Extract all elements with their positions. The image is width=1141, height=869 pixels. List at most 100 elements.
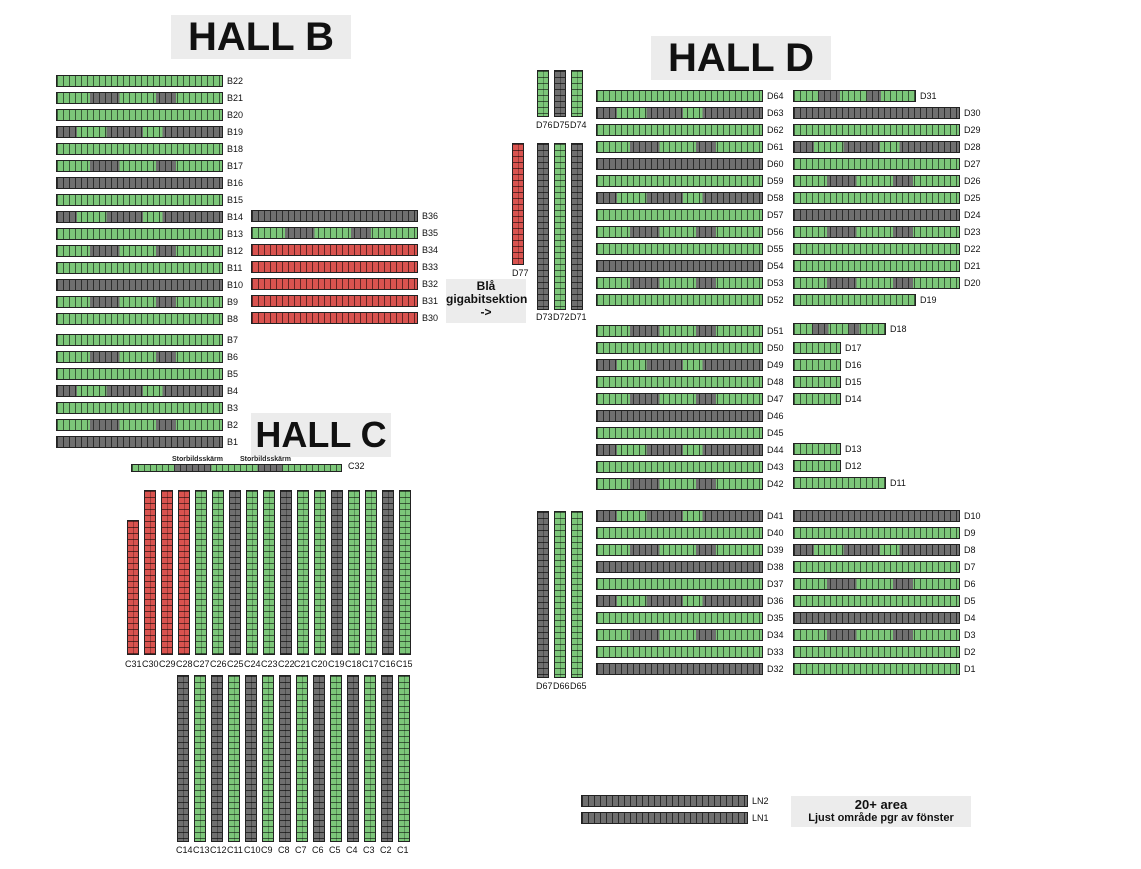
seat-row-d76[interactable] bbox=[537, 70, 549, 117]
seat-row-d39[interactable] bbox=[596, 544, 763, 556]
seat-row-b30[interactable] bbox=[251, 312, 418, 324]
seat-row-d55[interactable] bbox=[596, 243, 763, 255]
seat-row-d43[interactable] bbox=[596, 461, 763, 473]
seat-row-d64[interactable] bbox=[596, 90, 763, 102]
seat-row-d59[interactable] bbox=[596, 175, 763, 187]
seat-row-d51[interactable] bbox=[596, 325, 763, 337]
seat-row-d1[interactable] bbox=[793, 663, 960, 675]
seat-row-d29[interactable] bbox=[793, 124, 960, 136]
seat-row-c6[interactable] bbox=[313, 675, 325, 842]
seat-row-d49[interactable] bbox=[596, 359, 763, 371]
seat-row-d38[interactable] bbox=[596, 561, 763, 573]
seat-row-d75[interactable] bbox=[554, 70, 566, 117]
seat-row-c1[interactable] bbox=[398, 675, 410, 842]
seat-row-d20[interactable] bbox=[793, 277, 960, 289]
seat-row-b22[interactable] bbox=[56, 75, 223, 87]
seat-row-d26[interactable] bbox=[793, 175, 960, 187]
seat-row-c3[interactable] bbox=[364, 675, 376, 842]
seat-row-d15[interactable] bbox=[793, 376, 841, 388]
seat-row-c28[interactable] bbox=[178, 490, 190, 655]
seat-row-d65[interactable] bbox=[571, 511, 583, 678]
seat-row-d42[interactable] bbox=[596, 478, 763, 490]
seat-row-b1[interactable] bbox=[56, 436, 223, 448]
seat-row-c8[interactable] bbox=[279, 675, 291, 842]
seat-row-c11[interactable] bbox=[228, 675, 240, 842]
seat-row-b21[interactable] bbox=[56, 92, 223, 104]
seat-row-d7[interactable] bbox=[793, 561, 960, 573]
seat-row-b16[interactable] bbox=[56, 177, 223, 189]
seat-row-d18[interactable] bbox=[793, 323, 886, 335]
seat-row-c4[interactable] bbox=[347, 675, 359, 842]
seat-row-c21[interactable] bbox=[297, 490, 309, 655]
seat-row-d56[interactable] bbox=[596, 226, 763, 238]
seat-row-d5[interactable] bbox=[793, 595, 960, 607]
seat-row-c32[interactable] bbox=[131, 464, 342, 472]
seat-row-d61[interactable] bbox=[596, 141, 763, 153]
seat-row-d54[interactable] bbox=[596, 260, 763, 272]
seat-row-b8[interactable] bbox=[56, 313, 223, 325]
seat-row-d45[interactable] bbox=[596, 427, 763, 439]
seat-row-d35[interactable] bbox=[596, 612, 763, 624]
seat-row-d23[interactable] bbox=[793, 226, 960, 238]
seat-row-d21[interactable] bbox=[793, 260, 960, 272]
seat-row-d34[interactable] bbox=[596, 629, 763, 641]
seat-row-b5[interactable] bbox=[56, 368, 223, 380]
seat-row-d28[interactable] bbox=[793, 141, 960, 153]
seat-row-d9[interactable] bbox=[793, 527, 960, 539]
seat-row-d11[interactable] bbox=[793, 477, 886, 489]
seat-row-b19[interactable] bbox=[56, 126, 223, 138]
seat-row-d74[interactable] bbox=[571, 70, 583, 117]
seat-row-b17[interactable] bbox=[56, 160, 223, 172]
seat-row-d8[interactable] bbox=[793, 544, 960, 556]
seat-row-b10[interactable] bbox=[56, 279, 223, 291]
seat-row-b18[interactable] bbox=[56, 143, 223, 155]
seat-row-d66[interactable] bbox=[554, 511, 566, 678]
seat-row-c18[interactable] bbox=[348, 490, 360, 655]
seat-row-d63[interactable] bbox=[596, 107, 763, 119]
seat-row-b32[interactable] bbox=[251, 278, 418, 290]
seat-row-ln1[interactable] bbox=[581, 812, 748, 824]
seat-row-b35[interactable] bbox=[251, 227, 418, 239]
seat-row-d77[interactable] bbox=[512, 143, 524, 265]
seat-row-b12[interactable] bbox=[56, 245, 223, 257]
seat-row-c17[interactable] bbox=[365, 490, 377, 655]
seat-row-c12[interactable] bbox=[211, 675, 223, 842]
seat-row-d58[interactable] bbox=[596, 192, 763, 204]
seat-row-b33[interactable] bbox=[251, 261, 418, 273]
seat-row-d33[interactable] bbox=[596, 646, 763, 658]
seat-row-b36[interactable] bbox=[251, 210, 418, 222]
seat-row-c27[interactable] bbox=[195, 490, 207, 655]
seat-row-c31[interactable] bbox=[127, 520, 139, 655]
seat-row-d41[interactable] bbox=[596, 510, 763, 522]
seat-row-c25[interactable] bbox=[229, 490, 241, 655]
seat-row-b2[interactable] bbox=[56, 419, 223, 431]
seat-row-d25[interactable] bbox=[793, 192, 960, 204]
seat-row-d31[interactable] bbox=[793, 90, 916, 102]
seat-row-d71[interactable] bbox=[571, 143, 583, 310]
seat-row-d2[interactable] bbox=[793, 646, 960, 658]
seat-row-b13[interactable] bbox=[56, 228, 223, 240]
seat-row-ln2[interactable] bbox=[581, 795, 748, 807]
seat-row-c19[interactable] bbox=[331, 490, 343, 655]
seat-row-d27[interactable] bbox=[793, 158, 960, 170]
seat-row-c2[interactable] bbox=[381, 675, 393, 842]
seat-row-b15[interactable] bbox=[56, 194, 223, 206]
seat-row-b34[interactable] bbox=[251, 244, 418, 256]
seat-row-d10[interactable] bbox=[793, 510, 960, 522]
seat-row-b14[interactable] bbox=[56, 211, 223, 223]
seat-row-d32[interactable] bbox=[596, 663, 763, 675]
seat-row-d37[interactable] bbox=[596, 578, 763, 590]
seat-row-d40[interactable] bbox=[596, 527, 763, 539]
seat-row-d62[interactable] bbox=[596, 124, 763, 136]
seat-row-d6[interactable] bbox=[793, 578, 960, 590]
seat-row-c23[interactable] bbox=[263, 490, 275, 655]
seat-row-d14[interactable] bbox=[793, 393, 841, 405]
seat-row-b9[interactable] bbox=[56, 296, 223, 308]
seat-row-c10[interactable] bbox=[245, 675, 257, 842]
seat-row-d3[interactable] bbox=[793, 629, 960, 641]
seat-row-c13[interactable] bbox=[194, 675, 206, 842]
seat-row-c20[interactable] bbox=[314, 490, 326, 655]
seat-row-b11[interactable] bbox=[56, 262, 223, 274]
seat-row-d60[interactable] bbox=[596, 158, 763, 170]
seat-row-d46[interactable] bbox=[596, 410, 763, 422]
